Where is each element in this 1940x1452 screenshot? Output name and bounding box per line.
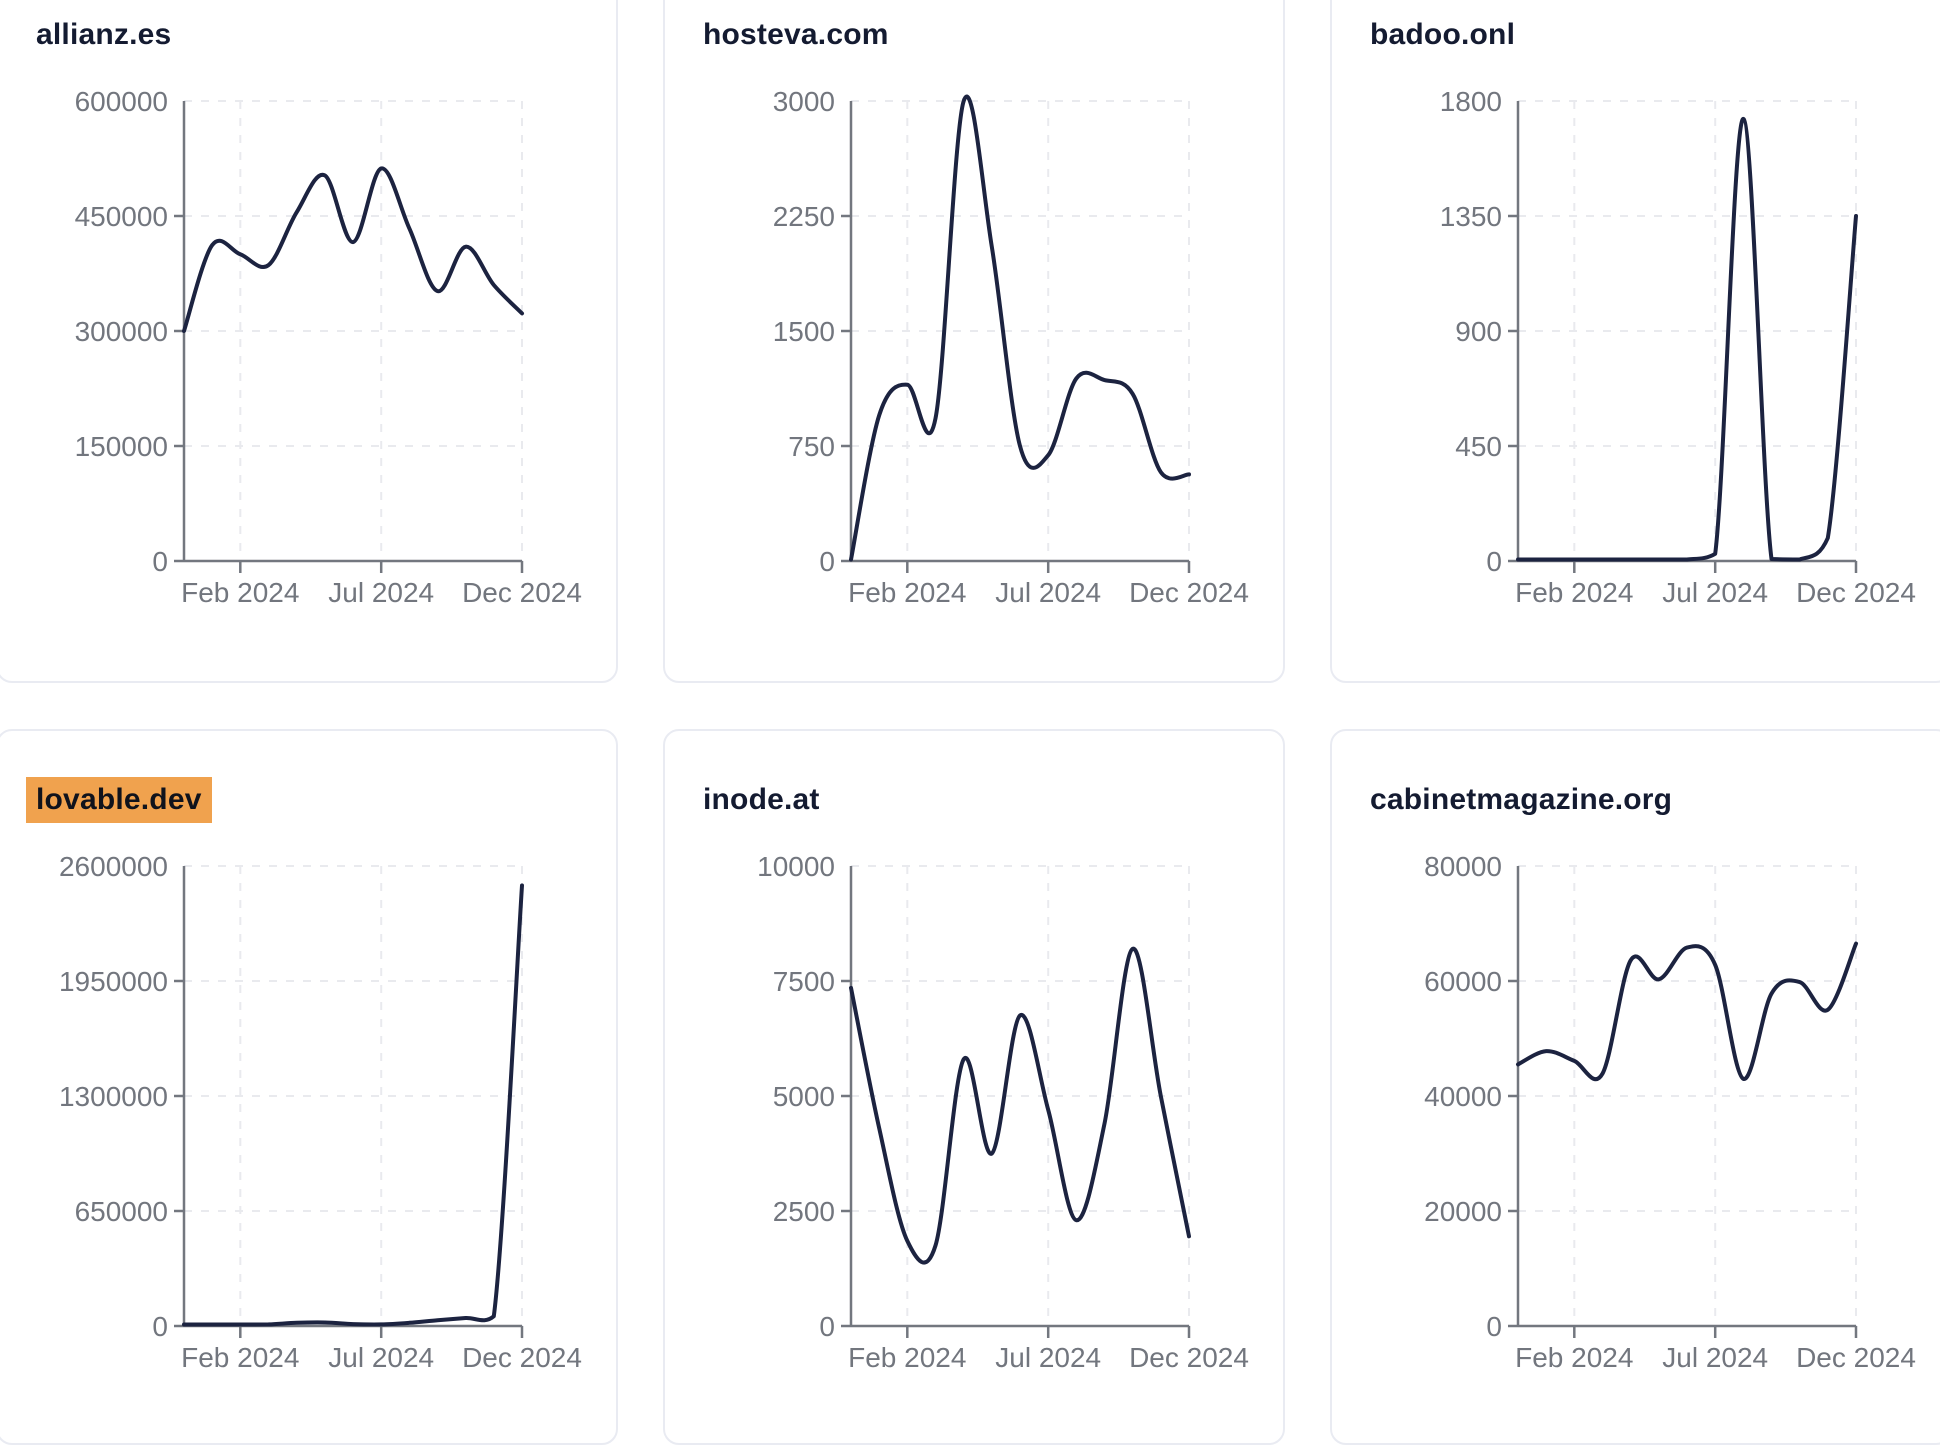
x-tick-label: Dec 2024 (1129, 577, 1249, 608)
domain-name: inode.at (703, 783, 820, 816)
domain-name: lovable.dev (26, 777, 212, 823)
chart-title: badoo.onl (1370, 18, 1515, 52)
traffic-series-line (1516, 116, 1858, 562)
x-tick-label: Jul 2024 (995, 577, 1101, 608)
y-tick-label: 40000 (1424, 1081, 1502, 1112)
y-tick-label: 0 (152, 546, 168, 577)
traffic-series-line (849, 946, 1191, 1265)
y-tick-label: 20000 (1424, 1196, 1502, 1227)
x-tick-label: Dec 2024 (462, 1342, 582, 1373)
x-tick-label: Feb 2024 (181, 577, 299, 608)
y-tick-label: 450000 (75, 201, 168, 232)
domain-name: allianz.es (36, 18, 172, 51)
chart-title: lovable.dev (26, 777, 212, 823)
domain-card: badoo.onl 0 450 900 1350 1800 Feb 2024 Jul 202… (1330, 0, 1940, 683)
y-tick-label: 0 (1486, 546, 1502, 577)
y-tick-label: 80000 (1424, 851, 1502, 882)
y-tick-label: 300000 (75, 316, 168, 347)
y-tick-label: 0 (1486, 1311, 1502, 1342)
x-tick-label: Feb 2024 (181, 1342, 299, 1373)
x-tick-label: Dec 2024 (462, 577, 582, 608)
y-tick-label: 0 (152, 1311, 168, 1342)
chart-title: inode.at (703, 783, 820, 817)
traffic-series-line (182, 166, 524, 333)
domain-name: badoo.onl (1370, 18, 1516, 51)
traffic-line-chart: 0 2500 5000 7500 10000 Feb 2024 Jul 2024 Dec 20… (757, 851, 1249, 1373)
y-tick-label: 650000 (75, 1196, 168, 1227)
chart-title: allianz.es (36, 18, 171, 52)
y-tick-label: 0 (819, 1311, 835, 1342)
traffic-line-chart: 0 150000 300000 450000 600000 Feb 2024 Jul 202… (75, 86, 582, 608)
traffic-series-line (1516, 941, 1858, 1082)
domain-card: cabinetmagazine.org 0 20000 40000 60000 8000… (1330, 729, 1940, 1445)
chart-title: hosteva.com (703, 18, 889, 52)
x-tick-label: Feb 2024 (848, 577, 966, 608)
y-tick-label: 60000 (1424, 966, 1502, 997)
x-tick-label: Dec 2024 (1796, 1342, 1916, 1373)
x-tick-label: Feb 2024 (1515, 577, 1633, 608)
traffic-line-chart: 0 750 1500 2250 3000 Feb 2024 Jul 2024 Dec 2024 (773, 86, 1249, 608)
y-tick-label: 1350 (1440, 201, 1502, 232)
y-tick-label: 0 (819, 546, 835, 577)
domain-card: lovable.dev 0 650000 1300000 1950000 2600000… (0, 729, 618, 1445)
y-tick-label: 450 (1455, 431, 1502, 462)
y-tick-label: 900 (1455, 316, 1502, 347)
traffic-line-chart: 0 20000 40000 60000 80000 Feb 2024 Jul 2024 Dec… (1424, 851, 1916, 1373)
y-tick-label: 2250 (773, 201, 835, 232)
y-tick-label: 2500 (773, 1196, 835, 1227)
traffic-series-line (849, 94, 1191, 562)
chart-title: cabinetmagazine.org (1370, 783, 1672, 817)
traffic-line-chart: 0 650000 1300000 1950000 2600000 Feb 2024 Jul … (59, 851, 582, 1373)
traffic-series-line (182, 883, 524, 1327)
y-tick-label: 150000 (75, 431, 168, 462)
y-tick-label: 7500 (773, 966, 835, 997)
x-tick-label: Jul 2024 (1662, 577, 1768, 608)
y-tick-label: 2600000 (59, 851, 168, 882)
x-tick-label: Jul 2024 (328, 1342, 434, 1373)
x-tick-label: Feb 2024 (1515, 1342, 1633, 1373)
y-tick-label: 1950000 (59, 966, 168, 997)
y-tick-label: 5000 (773, 1081, 835, 1112)
y-tick-label: 1500 (773, 316, 835, 347)
x-tick-label: Dec 2024 (1129, 1342, 1249, 1373)
y-tick-label: 1300000 (59, 1081, 168, 1112)
traffic-line-chart: 0 450 900 1350 1800 Feb 2024 Jul 2024 Dec 2024 (1440, 86, 1916, 608)
x-tick-label: Feb 2024 (848, 1342, 966, 1373)
x-tick-label: Jul 2024 (328, 577, 434, 608)
domain-name: cabinetmagazine.org (1370, 783, 1673, 816)
y-tick-label: 1800 (1440, 86, 1502, 117)
y-tick-label: 600000 (75, 86, 168, 117)
x-tick-label: Dec 2024 (1796, 577, 1916, 608)
y-tick-label: 750 (788, 431, 835, 462)
domain-card: inode.at 0 2500 5000 7500 10000 Feb 2024 Jul 2… (663, 729, 1285, 1445)
domain-card: hosteva.com 0 750 1500 2250 3000 Feb 2024 Jul … (663, 0, 1285, 683)
y-tick-label: 3000 (773, 86, 835, 117)
x-tick-label: Jul 2024 (995, 1342, 1101, 1373)
x-tick-label: Jul 2024 (1662, 1342, 1768, 1373)
y-tick-label: 10000 (757, 851, 835, 882)
domain-name: hosteva.com (703, 18, 889, 51)
domain-card: allianz.es 0 150000 300000 450000 600000 Feb … (0, 0, 618, 683)
